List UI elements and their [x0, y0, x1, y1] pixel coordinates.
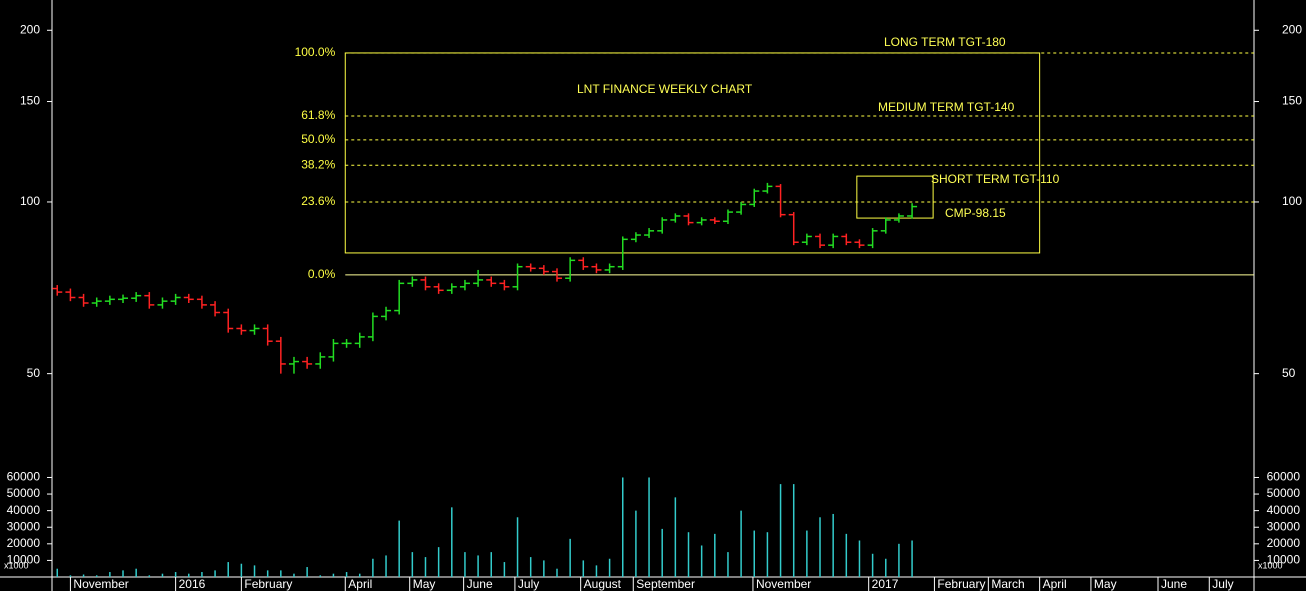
- y-tick-label: 200: [20, 22, 40, 36]
- y-tick-label: 200: [1282, 22, 1302, 36]
- x-tick-label: May: [413, 577, 436, 591]
- volume-tick-label: 10000: [7, 553, 41, 567]
- fib-label: 61.8%: [301, 108, 335, 122]
- volume-tick-label: 60000: [1267, 470, 1301, 484]
- volume-tick-label: 40000: [7, 503, 41, 517]
- volume-tick-label: 30000: [7, 519, 41, 533]
- x-tick-label: August: [584, 577, 622, 591]
- x-tick-label: April: [348, 577, 372, 591]
- x-tick-label: July: [518, 577, 539, 591]
- x-tick-label: April: [1043, 577, 1067, 591]
- annotation: SHORT TERM TGT-110: [931, 172, 1060, 186]
- volume-tick-label: 30000: [1267, 519, 1301, 533]
- y-tick-label: 50: [1282, 366, 1296, 380]
- fib-label: 0.0%: [308, 267, 336, 281]
- y-tick-label: 150: [20, 94, 40, 108]
- x-tick-label: May: [1094, 577, 1117, 591]
- volume-tick-label: 40000: [1267, 503, 1301, 517]
- chart-title: LNT FINANCE WEEKLY CHART: [577, 82, 753, 96]
- x-tick-label: February: [244, 577, 292, 591]
- x-tick-label: June: [467, 577, 493, 591]
- x-tick-label: March: [991, 577, 1024, 591]
- x-tick-label: February: [937, 577, 985, 591]
- annotation: CMP-98.15: [945, 206, 1006, 220]
- x-tick-label: November: [756, 577, 811, 591]
- volume-tick-label: 60000: [7, 470, 41, 484]
- y-tick-label: 100: [20, 194, 40, 208]
- volume-tick-label: 20000: [1267, 536, 1301, 550]
- x-tick-label: November: [73, 577, 128, 591]
- y-tick-label: 100: [1282, 194, 1302, 208]
- x-tick-label: June: [1161, 577, 1187, 591]
- annotation: LONG TERM TGT-180: [884, 35, 1006, 49]
- fib-label: 100.0%: [295, 45, 336, 59]
- y-tick-label: 50: [27, 366, 41, 380]
- volume-tick-label: 50000: [7, 486, 41, 500]
- volume-multiplier: x1000: [1258, 560, 1283, 570]
- x-tick-label: 2017: [872, 577, 899, 591]
- volume-tick-label: 10000: [1267, 553, 1301, 567]
- volume-tick-label: 50000: [1267, 486, 1301, 500]
- volume-multiplier: x1000: [4, 560, 29, 570]
- fib-label: 23.6%: [301, 194, 335, 208]
- x-tick-label: July: [1212, 577, 1233, 591]
- fib-label: 38.2%: [301, 157, 335, 171]
- annotation-box: [344, 52, 1041, 254]
- annotation: MEDIUM TERM TGT-140: [878, 100, 1015, 114]
- y-tick-label: 150: [1282, 94, 1302, 108]
- annotation-box: [856, 175, 934, 219]
- x-tick-label: 2016: [179, 577, 206, 591]
- x-tick-label: September: [636, 577, 695, 591]
- plot-layer: 50 50 100 100 150 150 200 200 10000 10000 20000 200…: [7, 22, 1302, 591]
- volume-tick-label: 20000: [7, 536, 41, 550]
- fib-label: 50.0%: [301, 132, 335, 146]
